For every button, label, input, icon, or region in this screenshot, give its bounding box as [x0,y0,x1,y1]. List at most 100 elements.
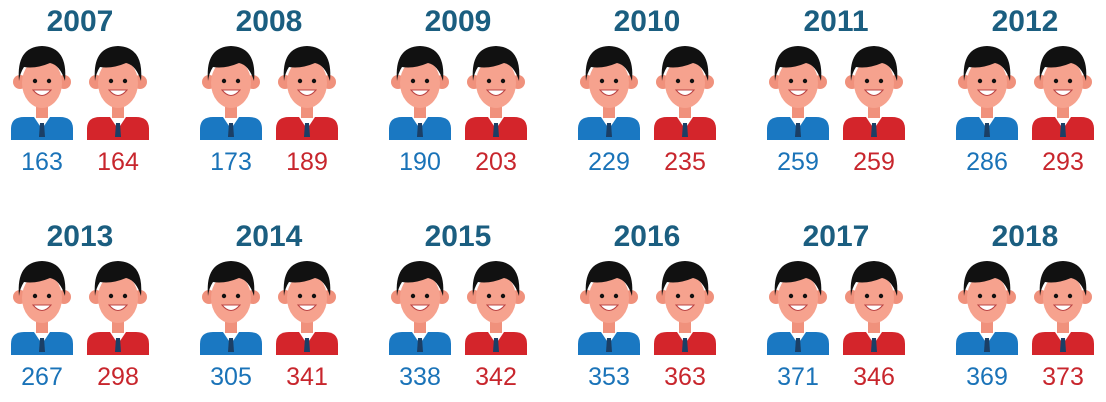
eye [690,294,694,298]
tie [304,123,310,137]
eye [312,79,316,83]
eye [236,294,240,298]
tie [606,123,612,137]
person-icon [767,46,829,140]
eye [33,79,37,83]
person-icon [389,261,451,355]
person-icon [843,46,905,140]
blue-count: 286 [966,148,1008,176]
eye [992,79,996,83]
blue-count: 371 [777,363,819,391]
tie [39,123,45,137]
eye [222,294,226,298]
person-icon [87,46,149,140]
blue-count: 173 [210,148,252,176]
year-label: 2009 [425,5,492,38]
eye [109,79,113,83]
eye [47,294,51,298]
year-label: 2018 [992,220,1059,253]
person-icon [767,261,829,355]
eye [425,79,429,83]
red-count: 373 [1042,363,1084,391]
red-count: 293 [1042,148,1084,176]
blue-count: 338 [399,363,441,391]
person-icon [654,46,716,140]
eye [1068,294,1072,298]
eye [676,294,680,298]
tie [228,123,234,137]
tie [304,338,310,352]
red-count: 203 [475,148,517,176]
tie [417,123,423,137]
eye [879,294,883,298]
person-icon [200,46,262,140]
eye [501,79,505,83]
eye [411,294,415,298]
year-label: 2015 [425,220,492,253]
eye [803,294,807,298]
eye [676,79,680,83]
tie [795,123,801,137]
person-icon [956,261,1018,355]
person-icon [654,261,716,355]
blue-count: 163 [21,148,63,176]
tie [795,338,801,352]
eye [600,294,604,298]
year-label: 2011 [803,5,868,38]
year-label: 2007 [47,5,114,38]
tie [871,123,877,137]
red-count: 164 [97,148,139,176]
eye [298,79,302,83]
tie [228,338,234,352]
eye [1068,79,1072,83]
tie [606,338,612,352]
person-icon [843,261,905,355]
person-icon [87,261,149,355]
blue-count: 267 [21,363,63,391]
year-label: 2010 [614,5,681,38]
person-icon [276,261,338,355]
red-count: 341 [286,363,328,391]
eye [312,294,316,298]
blue-count: 369 [966,363,1008,391]
tie [417,338,423,352]
eye [789,294,793,298]
tie [682,338,688,352]
year-label: 2016 [614,220,681,253]
eye [865,294,869,298]
person-icon [1032,46,1094,140]
person-icon [578,261,640,355]
tie [984,338,990,352]
blue-count: 305 [210,363,252,391]
eye [487,79,491,83]
tie [493,338,499,352]
year-label: 2017 [803,220,870,253]
person-icon [1032,261,1094,355]
tie [1060,338,1066,352]
person-icon [389,46,451,140]
blue-count: 229 [588,148,630,176]
year-label: 2012 [992,5,1059,38]
tie [682,123,688,137]
infographic: 2007163164200817318920091902032010229235… [0,0,1106,402]
year-label: 2014 [236,220,303,253]
red-count: 235 [664,148,706,176]
eye [222,79,226,83]
eye [978,294,982,298]
eye [487,294,491,298]
person-icon [578,46,640,140]
eye [1054,79,1058,83]
eye [992,294,996,298]
person-icon [11,261,73,355]
blue-count: 353 [588,363,630,391]
tie [39,338,45,352]
person-icon [465,46,527,140]
eye [879,79,883,83]
blue-count: 259 [777,148,819,176]
tie [984,123,990,137]
year-label: 2013 [47,220,114,253]
eye [33,294,37,298]
person-icon [465,261,527,355]
tie [871,338,877,352]
eye [803,79,807,83]
